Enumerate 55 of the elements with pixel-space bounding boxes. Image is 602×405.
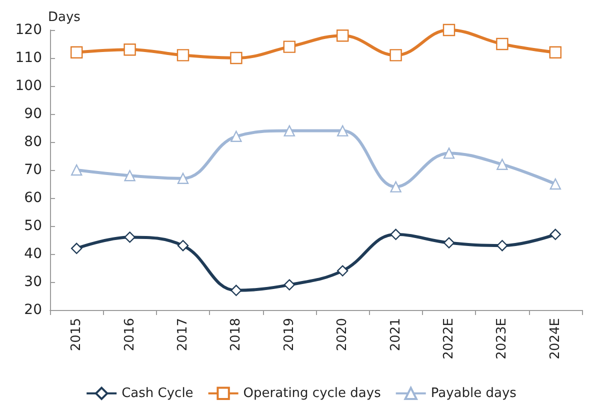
point: [177, 240, 189, 252]
point: [390, 181, 402, 192]
y-tick-label: 110: [15, 50, 42, 66]
point: [284, 279, 295, 290]
point: [124, 44, 136, 56]
point: [71, 242, 82, 254]
point: [124, 232, 136, 243]
point: [336, 30, 349, 42]
y-tick-label: 120: [15, 22, 42, 38]
point: [390, 228, 402, 240]
point: [496, 158, 508, 170]
x-tick-label: 2019: [282, 318, 297, 352]
legend-label: Payable days: [430, 386, 517, 401]
point: [337, 265, 348, 276]
y-tick-label: 50: [24, 218, 42, 234]
y-tick-label: 100: [15, 78, 42, 94]
point: [284, 125, 295, 136]
point: [283, 40, 296, 53]
x-tick-label: 2023E: [494, 318, 510, 360]
point: [71, 164, 82, 176]
legend-label: Operating cycle days: [243, 386, 382, 401]
y-tick-label: 60: [24, 190, 42, 206]
x-tick-label: 2020: [335, 318, 350, 352]
x-tick-label: 2021: [388, 318, 404, 352]
point: [496, 38, 508, 50]
legend-label: Cash Cycle: [122, 386, 194, 401]
point: [443, 148, 455, 159]
point: [230, 52, 242, 64]
point: [390, 49, 402, 62]
y-tick-label: 80: [24, 134, 42, 150]
point: [230, 284, 242, 296]
point: [442, 24, 456, 36]
x-tick-label: 2016: [122, 318, 138, 352]
point: [124, 170, 136, 182]
point: [550, 228, 561, 240]
x-tick-label: 2018: [228, 318, 244, 352]
point: [70, 46, 83, 58]
point: [443, 237, 455, 248]
y-tick-label: 30: [24, 274, 42, 290]
y-tick-label: 70: [24, 162, 42, 178]
point: [550, 178, 561, 190]
y-axis-title: Days: [48, 10, 81, 25]
point: [337, 125, 348, 136]
point: [177, 172, 189, 184]
point: [176, 49, 190, 62]
x-tick-label: 2022E: [442, 318, 456, 360]
x-tick-label: 2017: [176, 318, 190, 352]
y-tick-label: 20: [24, 302, 42, 318]
x-tick-label: 2015: [69, 318, 84, 352]
y-tick-label: 40: [24, 246, 42, 262]
y-tick-label: 90: [24, 106, 42, 122]
point: [496, 240, 508, 252]
point: [230, 130, 242, 142]
x-tick-label: 2024E: [548, 318, 563, 360]
point: [549, 46, 562, 58]
